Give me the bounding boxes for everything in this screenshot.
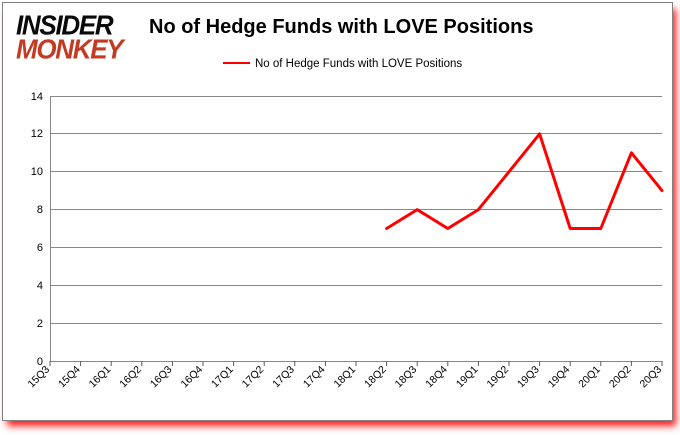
svg-text:16Q4: 16Q4 [178, 364, 205, 391]
svg-text:16Q1: 16Q1 [87, 364, 114, 391]
svg-text:19Q2: 19Q2 [484, 364, 511, 391]
svg-text:18Q4: 18Q4 [423, 364, 450, 391]
svg-text:10: 10 [31, 166, 43, 178]
svg-text:20Q3: 20Q3 [637, 364, 664, 391]
svg-text:17Q3: 17Q3 [270, 364, 297, 391]
svg-text:19Q4: 19Q4 [546, 364, 573, 391]
svg-text:20Q1: 20Q1 [576, 364, 603, 391]
svg-text:18Q3: 18Q3 [393, 364, 420, 391]
svg-text:17Q2: 17Q2 [240, 364, 267, 391]
svg-text:8: 8 [37, 204, 43, 216]
svg-text:6: 6 [37, 242, 43, 254]
svg-text:20Q2: 20Q2 [607, 364, 634, 391]
svg-text:16Q3: 16Q3 [148, 364, 175, 391]
svg-text:4: 4 [37, 280, 43, 292]
svg-text:17Q1: 17Q1 [209, 364, 236, 391]
svg-text:17Q4: 17Q4 [301, 364, 328, 391]
svg-text:12: 12 [31, 128, 43, 140]
svg-text:14: 14 [31, 91, 43, 103]
svg-text:2: 2 [37, 318, 43, 330]
svg-text:18Q1: 18Q1 [331, 364, 358, 391]
svg-text:19Q1: 19Q1 [454, 364, 481, 391]
svg-text:15Q3: 15Q3 [25, 364, 52, 391]
svg-text:18Q2: 18Q2 [362, 364, 389, 391]
svg-text:16Q2: 16Q2 [117, 364, 144, 391]
svg-text:15Q4: 15Q4 [56, 364, 83, 391]
svg-text:19Q3: 19Q3 [515, 364, 542, 391]
